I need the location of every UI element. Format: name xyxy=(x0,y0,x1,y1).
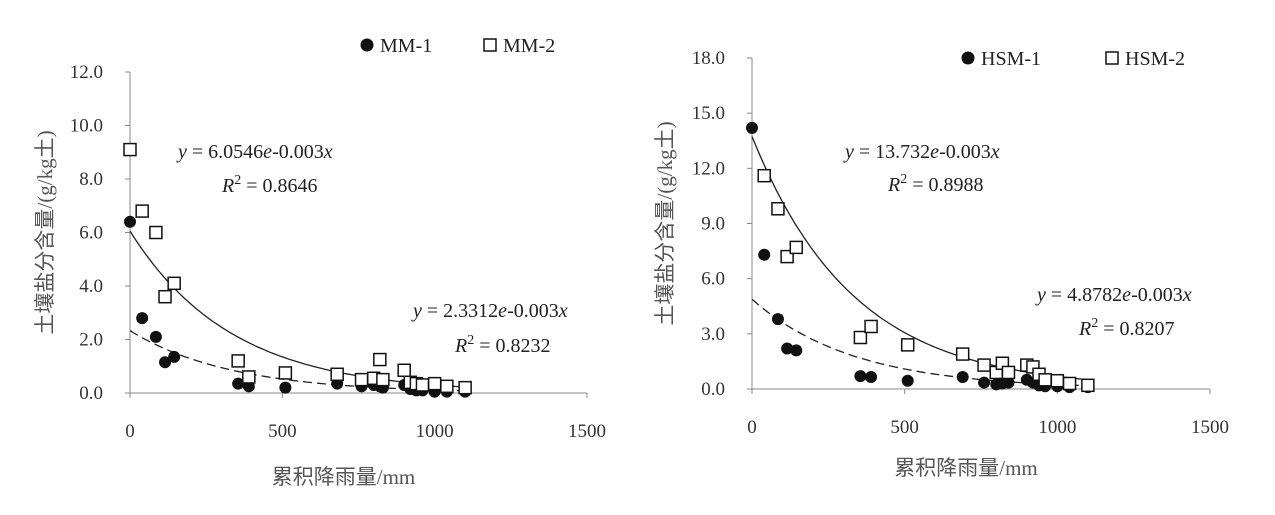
data-point-hsm-2 xyxy=(1062,376,1077,391)
data-point-hsm-2 xyxy=(977,358,991,372)
x-tick-label: 500 xyxy=(268,421,297,442)
data-point-mm-1 xyxy=(136,312,149,325)
data-point-mm-2 xyxy=(149,225,163,240)
y-axis-title: 土壤盐分含量/(g/kg土) xyxy=(33,130,57,334)
data-point-hsm-1 xyxy=(901,374,914,387)
data-point-mm-2 xyxy=(278,366,293,380)
data-point-hsm-1 xyxy=(771,313,784,326)
equation-label: y = 4.8782e-0.003x xyxy=(1035,284,1192,306)
legend-label: HSM-2 xyxy=(1125,48,1185,70)
data-point-hsm-1 xyxy=(790,344,803,357)
data-point-mm-1 xyxy=(149,330,162,343)
data-point-mm-2 xyxy=(397,363,411,378)
r-squared-label: R2 = 0.8207 xyxy=(1078,316,1175,340)
data-point-mm-2 xyxy=(354,372,369,387)
x-tick-label: 0 xyxy=(747,417,757,438)
data-point-mm-2 xyxy=(427,376,442,391)
chart-2: 0.0 3.0 6.0 9.0 12.0 15.0 18.0 0 500 1000 1500 累积降雨… xyxy=(653,48,1229,480)
y-tick-label: 8.0 xyxy=(79,169,103,190)
data-point-hsm-2 xyxy=(1081,378,1095,393)
data-point-hsm-1 xyxy=(746,121,758,134)
x-axis-title: 累积降雨量/mm xyxy=(272,465,416,489)
equation-label: y = 6.0546e-0.003x xyxy=(176,141,333,163)
data-point-hsm-2 xyxy=(1001,365,1016,380)
legend-label: MM-1 xyxy=(380,35,432,57)
data-point-hsm-1 xyxy=(854,370,867,383)
data-point-hsm-1 xyxy=(781,342,794,355)
data-point-mm-2 xyxy=(373,352,387,367)
data-point-mm-1 xyxy=(232,377,245,390)
x-tick-label: 1500 xyxy=(1191,417,1229,438)
chart-1: 0.0 2.0 4.0 6.0 8.0 10.0 12.0 0 500 1000 1500 累积降雨量… xyxy=(33,35,606,489)
data-point-hsm-2 xyxy=(1038,373,1052,387)
x-tick-label: 1500 xyxy=(568,421,606,442)
data-point-mm-2 xyxy=(242,370,256,384)
y-tick-label: 18.0 xyxy=(692,48,725,69)
y-tick-label: 2.0 xyxy=(79,330,103,351)
data-point-hsm-1 xyxy=(865,371,878,384)
legend-marker-filled-circle xyxy=(961,51,975,65)
x-tick-label: 500 xyxy=(890,417,919,438)
data-point-hsm-2 xyxy=(900,338,915,352)
r-squared-label: R2 = 0.8646 xyxy=(221,173,318,197)
y-tick-label: 12.0 xyxy=(692,158,725,179)
y-tick-label: 9.0 xyxy=(701,214,725,235)
data-point-mm-2 xyxy=(158,289,172,304)
r-squared-label: R2 = 0.8232 xyxy=(454,333,551,357)
data-point-hsm-2 xyxy=(757,168,771,183)
data-point-hsm-1 xyxy=(758,248,771,261)
data-point-mm-2 xyxy=(167,276,181,291)
equation-label: y = 13.732e-0.003x xyxy=(843,141,1000,163)
y-tick-label: 6.0 xyxy=(701,269,725,290)
y-tick-label: 6.0 xyxy=(79,223,103,244)
data-point-hsm-2 xyxy=(853,330,868,345)
data-point-mm-1 xyxy=(168,350,181,363)
data-point-hsm-1 xyxy=(1002,376,1015,389)
data-point-mm-1 xyxy=(279,381,292,394)
data-point-hsm-2 xyxy=(789,240,804,255)
r-squared-label: R2 = 0.8988 xyxy=(887,172,984,196)
y-tick-label: 3.0 xyxy=(701,324,725,345)
data-point-hsm-1 xyxy=(978,376,991,389)
legend-marker-filled-circle xyxy=(360,38,374,52)
x-tick-label: 1000 xyxy=(416,421,454,442)
x-tick-label: 0 xyxy=(125,421,135,442)
data-point-mm-2 xyxy=(330,367,344,382)
legend-label: HSM-1 xyxy=(981,48,1041,70)
data-point-mm-2 xyxy=(231,354,245,368)
data-point-hsm-2 xyxy=(771,202,785,216)
data-point-hsm-1 xyxy=(956,371,969,384)
data-point-mm-2 xyxy=(376,372,390,387)
data-point-mm-1 xyxy=(124,215,136,228)
x-axis-title: 累积降雨量/mm xyxy=(894,456,1038,480)
legend-marker-open-square xyxy=(483,38,497,52)
data-point-mm-2 xyxy=(458,380,472,395)
data-point-mm-2 xyxy=(123,142,137,157)
y-tick-label: 12.0 xyxy=(70,62,103,83)
y-tick-label: 0.0 xyxy=(79,383,103,404)
data-point-hsm-2 xyxy=(955,347,970,361)
data-point-mm-2 xyxy=(415,378,430,392)
data-point-mm-2 xyxy=(135,204,149,218)
x-tick-label: 1000 xyxy=(1038,417,1076,438)
equation-label: y = 2.3312e-0.003x xyxy=(411,300,568,322)
y-tick-label: 15.0 xyxy=(692,103,725,124)
legend-label: MM-2 xyxy=(503,35,555,57)
trendline-hsm-2 xyxy=(751,136,1088,381)
y-tick-label: 0.0 xyxy=(701,379,725,400)
y-tick-label: 4.0 xyxy=(79,276,103,297)
data-point-mm-2 xyxy=(440,379,454,394)
y-axis-title: 土壤盐分含量/(g/kg土) xyxy=(653,121,677,325)
data-point-hsm-2 xyxy=(1050,373,1065,388)
legend-marker-open-square xyxy=(1105,51,1119,65)
y-tick-label: 10.0 xyxy=(70,116,103,137)
data-point-mm-1 xyxy=(159,356,172,369)
data-point-hsm-2 xyxy=(864,319,878,334)
